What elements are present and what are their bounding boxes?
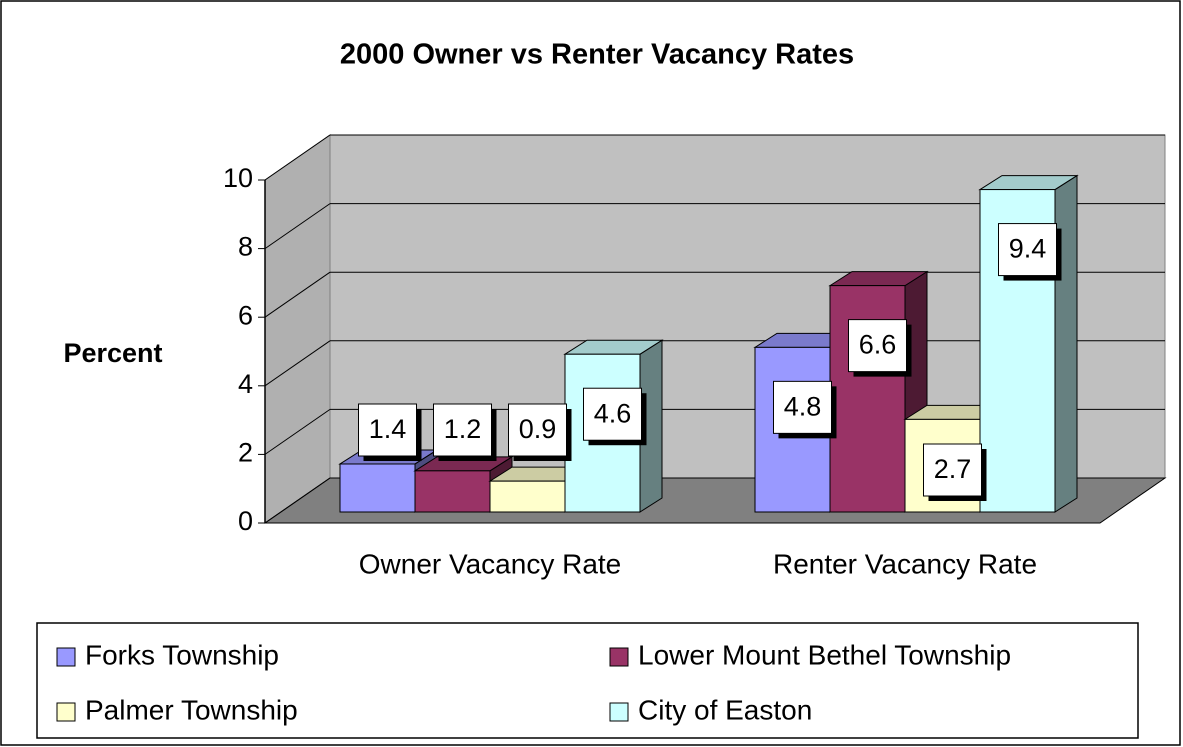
y-tick-label: 0: [238, 506, 253, 536]
data-label-box: [998, 223, 1057, 277]
y-tick-label: 2: [238, 438, 253, 468]
legend-label: Lower Mount Bethel Township: [638, 639, 1011, 670]
legend-label: City of Easton: [638, 694, 812, 725]
x-tick-label: Owner Vacancy Rate: [359, 548, 622, 579]
y-tick-label: 10: [223, 163, 253, 193]
legend-box: [36, 622, 1139, 739]
grid-line-side: [264, 271, 331, 318]
legend-swatch: [609, 702, 629, 722]
data-label-box: [583, 387, 642, 441]
bar-front: [489, 480, 566, 513]
y-tick-label: 6: [238, 300, 253, 330]
data-label-box: [433, 403, 492, 457]
data-label-box: [508, 403, 567, 457]
data-label: 1.2: [444, 414, 482, 444]
chart-title: 2000 Owner vs Renter Vacancy Rates: [340, 39, 854, 71]
bar-front: [339, 463, 416, 513]
grid-line-side: [264, 203, 331, 250]
y-tick-label: 4: [238, 369, 253, 399]
grid-line-side: [264, 477, 331, 524]
grid-line-side: [264, 408, 331, 455]
y-tick-label: 8: [238, 232, 253, 262]
data-label-box: [923, 443, 982, 497]
x-tick-label: Renter Vacancy Rate: [773, 548, 1037, 579]
bar-side: [1054, 174, 1078, 513]
side-wall: [264, 134, 331, 524]
data-label-box: [773, 380, 832, 434]
legend-swatch: [56, 647, 76, 667]
data-label-box: [848, 319, 907, 373]
bar-front: [414, 470, 491, 513]
legend-swatch: [609, 647, 629, 667]
data-label: 6.6: [859, 330, 897, 360]
data-label: 9.4: [1009, 234, 1047, 264]
legend-label: Forks Township: [85, 639, 279, 670]
data-label: 1.4: [369, 414, 407, 444]
data-label: 2.7: [934, 454, 972, 484]
legend-label: Palmer Township: [85, 694, 298, 725]
y-axis-label: Percent: [63, 338, 162, 368]
data-label: 4.8: [784, 391, 822, 421]
grid-line-side: [264, 134, 331, 181]
data-label: 0.9: [519, 414, 557, 444]
data-label: 4.6: [594, 398, 632, 428]
legend-swatch: [56, 702, 76, 722]
grid-line-side: [264, 340, 331, 387]
data-label-box: [358, 403, 417, 457]
